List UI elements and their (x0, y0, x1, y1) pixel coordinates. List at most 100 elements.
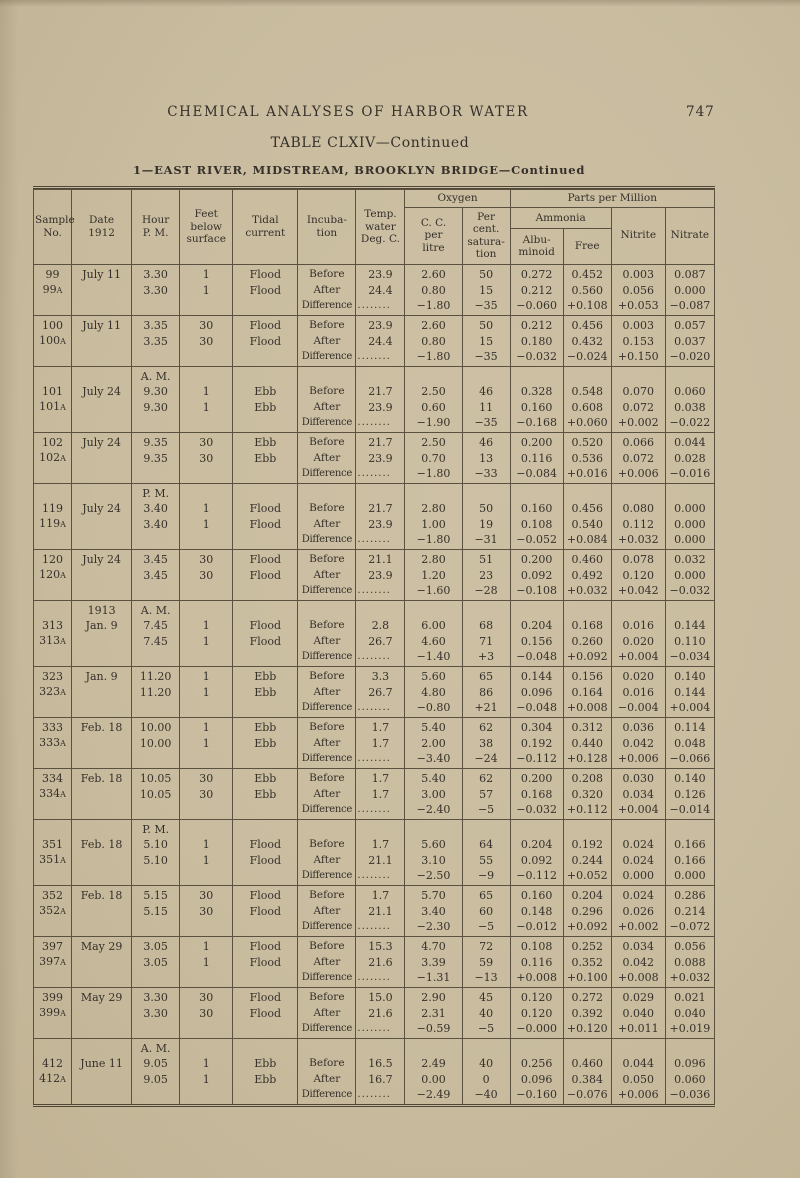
row-after: 352A 5.15 30 Flood After 21.1 3.40 60 0.148 0.296… (32, 902, 716, 919)
cell-free-ammonia: 0.460 (562, 1038, 612, 1071)
cell-cc-per-litre: 4.70 (404, 936, 463, 954)
cell-albuminoid: −0.112 (509, 867, 564, 885)
cell-cc-per-litre: 2.60 (404, 315, 463, 333)
row-after: 399A 3.30 30 Flood After 21.6 2.31 40 0.120 0.392… (32, 1004, 716, 1021)
cell-feet-below-surface: 1 (179, 666, 234, 684)
cell-albuminoid: 0.144 (509, 666, 564, 684)
cell-sample-no: 397A (32, 953, 73, 970)
cell-free-ammonia: 0.392 (562, 1004, 612, 1021)
cell-per-cent-saturation: 50 (461, 264, 511, 282)
cell-free-ammonia: 0.432 (562, 332, 612, 349)
sample-group-399: 399 May 29 3.30 30 Flood Before 15.0 2.90 45 0.12… (32, 987, 716, 1038)
cell-temp-water-leader-dots: ........ (355, 918, 406, 936)
cell-temp-water: 21.1 (355, 549, 406, 567)
cell-albuminoid: −0.032 (509, 801, 564, 819)
cell-feet-below-surface: 1 (179, 264, 234, 282)
cell-free-ammonia: +0.108 (562, 297, 612, 315)
cell-free-ammonia: 0.456 (562, 315, 612, 333)
cell-date: May 29 (71, 987, 133, 1005)
row-before: 100 July 11 3.35 30 Flood Before 23.9 2.60 50 0.2… (32, 315, 716, 333)
cell-nitrite: 0.080 (610, 483, 666, 516)
cell-hour: 5.10 (131, 851, 181, 868)
cell-cc-per-litre: −1.80 (404, 348, 463, 366)
row-before: 102 July 24 9.35 30 Ebb Before 21.7 2.50 46 0.200… (32, 432, 716, 450)
cell-nitrate: 0.056 (664, 936, 716, 954)
cell-free-ammonia: 0.520 (562, 432, 612, 450)
cell-albuminoid: 0.108 (509, 515, 564, 532)
cell-albuminoid: 0.180 (509, 332, 564, 349)
row-difference: Difference........ −2.30 −5 −0.012 +0.092 +0.… (32, 918, 716, 936)
cell-cc-per-litre: −2.49 (404, 1086, 463, 1104)
cell-date: Feb. 18 (71, 768, 133, 786)
cell-free-ammonia: 0.540 (562, 515, 612, 532)
cell-date (71, 801, 133, 819)
cell-feet-below-surface: 30 (179, 1004, 234, 1021)
cell-incubation: After (297, 902, 357, 919)
cell-nitrite: 0.072 (610, 398, 666, 415)
cell-albuminoid: −0.032 (509, 348, 564, 366)
cell-albuminoid: 0.160 (509, 483, 564, 516)
row-difference: Difference........ −1.80 −31 −0.052 +0.084 +0… (32, 531, 716, 549)
cell-nitrate: 0.140 (664, 768, 716, 786)
cell-hour (131, 750, 181, 768)
cell-date (71, 918, 133, 936)
cell-date (71, 648, 133, 666)
cell-free-ammonia: 0.312 (562, 717, 612, 735)
cell-hour: 3.30 (131, 281, 181, 298)
cell-per-cent-saturation: 46 (461, 432, 511, 450)
sample-suffix: A (60, 570, 66, 580)
cell-tidal-current (232, 648, 299, 666)
cell-hour: 9.35 (131, 449, 181, 466)
cell-feet-below-surface (179, 648, 234, 666)
cell-date (71, 683, 133, 700)
cell-date: Jan. 9 (71, 666, 133, 684)
cell-temp-water-leader-dots: ........ (355, 867, 406, 885)
col-header-per-cent-saturation: Per cent. satura- tion (461, 206, 511, 265)
sample-suffix: A (60, 336, 66, 346)
cell-nitrite: +0.011 (610, 1020, 666, 1038)
cell-feet-below-surface: 1 (179, 398, 234, 415)
cell-nitrite: 0.024 (610, 819, 666, 852)
cell-tidal-current: Flood (232, 515, 299, 532)
cell-sample-no: 334A (32, 785, 73, 802)
cell-nitrite: 0.024 (610, 885, 666, 903)
cell-temp-water: 15.3 (355, 936, 406, 954)
cell-free-ammonia: +0.120 (562, 1020, 612, 1038)
cell-sample-no: 313 (32, 600, 73, 633)
cell-per-cent-saturation: +21 (461, 699, 511, 717)
cell-feet-below-surface: 1 (179, 483, 234, 516)
row-difference: Difference........ −2.50 −9 −0.112 +0.052 0.0… (32, 867, 716, 885)
cell-nitrite: +0.004 (610, 648, 666, 666)
cell-cc-per-litre: −0.80 (404, 699, 463, 717)
cell-date (71, 1070, 133, 1087)
cell-date (71, 632, 133, 649)
cell-incubation: Before (297, 666, 357, 684)
cell-nitrite: +0.006 (610, 1086, 666, 1104)
cell-tidal-current: Flood (232, 851, 299, 868)
cell-incubation: Before (297, 1038, 357, 1071)
cell-incubation: Difference (297, 531, 357, 549)
cell-albuminoid: 0.168 (509, 785, 564, 802)
cell-incubation: After (297, 1070, 357, 1087)
cell-nitrite: +0.002 (610, 414, 666, 432)
cell-temp-water: 26.7 (355, 683, 406, 700)
cell-tidal-current: Ebb (232, 666, 299, 684)
cell-sample-no: 120A (32, 566, 73, 583)
cell-temp-water: 23.9 (355, 315, 406, 333)
cell-nitrite: 0.034 (610, 785, 666, 802)
cell-hour: P. M. 3.40 (131, 483, 181, 516)
cell-tidal-current (232, 867, 299, 885)
cell-nitrate: 0.144 (664, 683, 716, 700)
cell-temp-water-leader-dots: ........ (355, 531, 406, 549)
cell-date (71, 1004, 133, 1021)
cell-nitrite: 0.066 (610, 432, 666, 450)
cell-per-cent-saturation: −40 (461, 1086, 511, 1104)
cell-cc-per-litre: −1.90 (404, 414, 463, 432)
cell-temp-water: 1.7 (355, 768, 406, 786)
cell-incubation: After (297, 632, 357, 649)
cell-cc-per-litre: 2.80 (404, 483, 463, 516)
cell-albuminoid: 0.212 (509, 281, 564, 298)
cell-free-ammonia: +0.052 (562, 867, 612, 885)
cell-feet-below-surface: 1 (179, 1070, 234, 1087)
